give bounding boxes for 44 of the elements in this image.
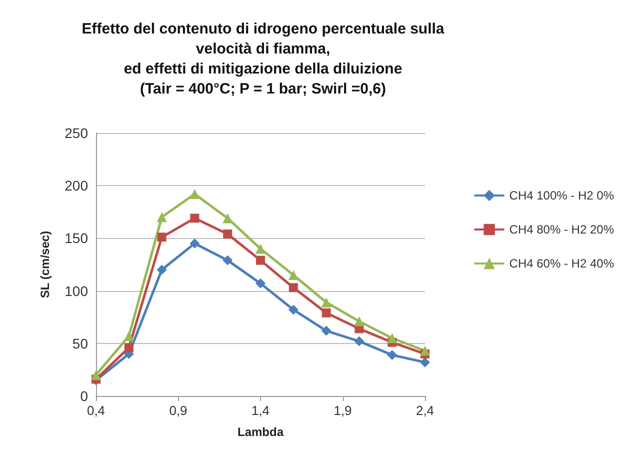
point <box>156 212 167 222</box>
point <box>322 308 331 318</box>
x-tick-label: 0,9 <box>169 403 188 418</box>
point <box>222 255 233 266</box>
point <box>288 283 298 292</box>
x-tick-label: 1,9 <box>334 403 352 418</box>
y-tick-label: 50 <box>72 335 88 352</box>
legend-label: CH4 60% - H2 40% <box>509 256 614 270</box>
y-tick-label: 250 <box>64 125 88 141</box>
point <box>124 343 134 352</box>
point <box>190 214 200 223</box>
point <box>124 331 134 342</box>
y-tick-label: 100 <box>64 282 88 299</box>
point <box>157 232 166 242</box>
point <box>91 370 101 380</box>
point <box>288 304 298 315</box>
point <box>387 350 398 360</box>
x-axis-title: Lambda <box>237 425 284 439</box>
y-tick-label: 0 <box>80 388 88 404</box>
y-tick-label: 200 <box>64 178 88 194</box>
point <box>156 264 167 275</box>
point <box>387 333 398 344</box>
point <box>321 297 332 308</box>
point <box>222 213 233 224</box>
point <box>256 244 266 254</box>
y-axis-title: SL (cm/sec) <box>38 230 52 298</box>
legend-label: CH4 80% - H2 20% <box>509 222 614 236</box>
point <box>420 346 430 356</box>
x-tick-label: 2,4 <box>416 403 434 418</box>
point <box>321 326 332 336</box>
point <box>354 336 364 346</box>
point <box>420 357 430 368</box>
x-tick-label: 1,4 <box>251 403 270 418</box>
legend-label: CH4 100% - H2 0% <box>509 188 614 202</box>
point <box>256 278 266 288</box>
point <box>288 270 298 280</box>
x-tick-label: 0,4 <box>86 403 106 418</box>
chart-title: Effetto del contenuto di idrogeno percentuale sulla velocità di fiamma, ed effetti di mitigazione della diluizione (Tair = 400°C; P = 1 bar; Swirl =0,6) <box>82 20 445 98</box>
point <box>190 238 200 248</box>
point <box>354 316 364 326</box>
point <box>256 256 265 265</box>
y-tick-label: 150 <box>64 230 88 246</box>
point <box>223 229 232 238</box>
point <box>190 189 200 200</box>
